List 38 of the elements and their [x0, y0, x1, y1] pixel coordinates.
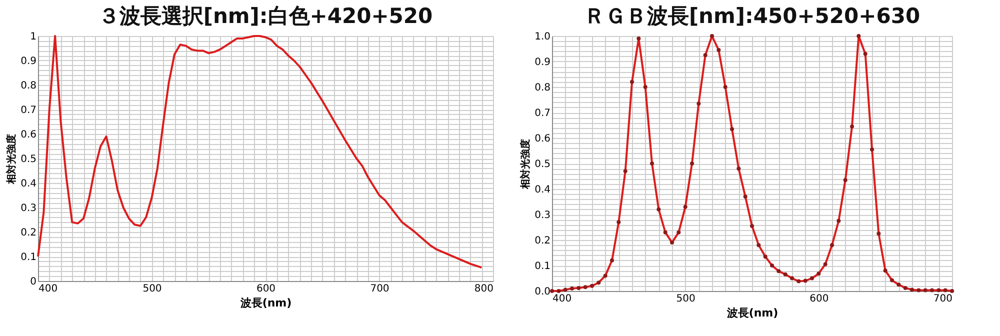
x-axis-title: 波長(nm)	[726, 306, 778, 320]
x-tick-label: 500	[676, 294, 696, 304]
y-tick-label: 0.3	[534, 210, 550, 221]
y-tick-label: 0.1	[20, 252, 36, 263]
y-tick-label: 0.0	[534, 286, 550, 298]
y-tick-label: 0.2	[534, 236, 550, 246]
y-axis-title: 相対光強度	[520, 139, 532, 190]
x-tick-label: 600	[810, 294, 829, 304]
y-axis-title: 相対光強度	[6, 134, 18, 185]
y-tick-label: 0.7	[20, 105, 36, 116]
x-tick-label: 800	[474, 284, 494, 294]
y-tick-label: 0.7	[534, 108, 550, 119]
y-tick-label: 0.8	[534, 82, 550, 94]
line-series	[37, 35, 483, 269]
y-tick-label: 0.8	[20, 80, 36, 92]
chart-title: ３波長選択[nm]:白色+420+520	[98, 4, 433, 28]
x-axis-title: 波長(nm)	[239, 296, 292, 310]
y-tick-label: 0.9	[534, 57, 550, 68]
chart-title: ＲＧＢ波長[nm]:450+520+630	[584, 4, 920, 28]
x-tick-label: 700	[933, 294, 952, 304]
y-tick-label: 0.4	[20, 178, 36, 190]
y-tick-label: 0.5	[534, 159, 550, 170]
x-tick-label: 700	[370, 284, 390, 294]
y-tick-label: 0.4	[534, 184, 550, 196]
y-tick-label: 0.6	[20, 130, 36, 140]
y-tick-label: 0.1	[534, 261, 550, 272]
x-tick-label: 500	[142, 284, 162, 294]
y-tick-label: 0.5	[20, 154, 36, 165]
y-tick-label: 1.0	[534, 32, 550, 42]
x-tick-label: 600	[256, 284, 276, 294]
y-tick-label: 0.2	[20, 228, 36, 238]
y-tick-label: 1	[30, 32, 36, 42]
y-tick-label: 0	[30, 276, 36, 288]
x-tick-label: 400	[38, 284, 58, 294]
x-tick-label: 400	[552, 294, 572, 304]
y-tick-label: 0.3	[20, 203, 36, 214]
y-tick-label: 0.6	[534, 134, 550, 144]
y-tick-label: 0.9	[20, 56, 36, 67]
